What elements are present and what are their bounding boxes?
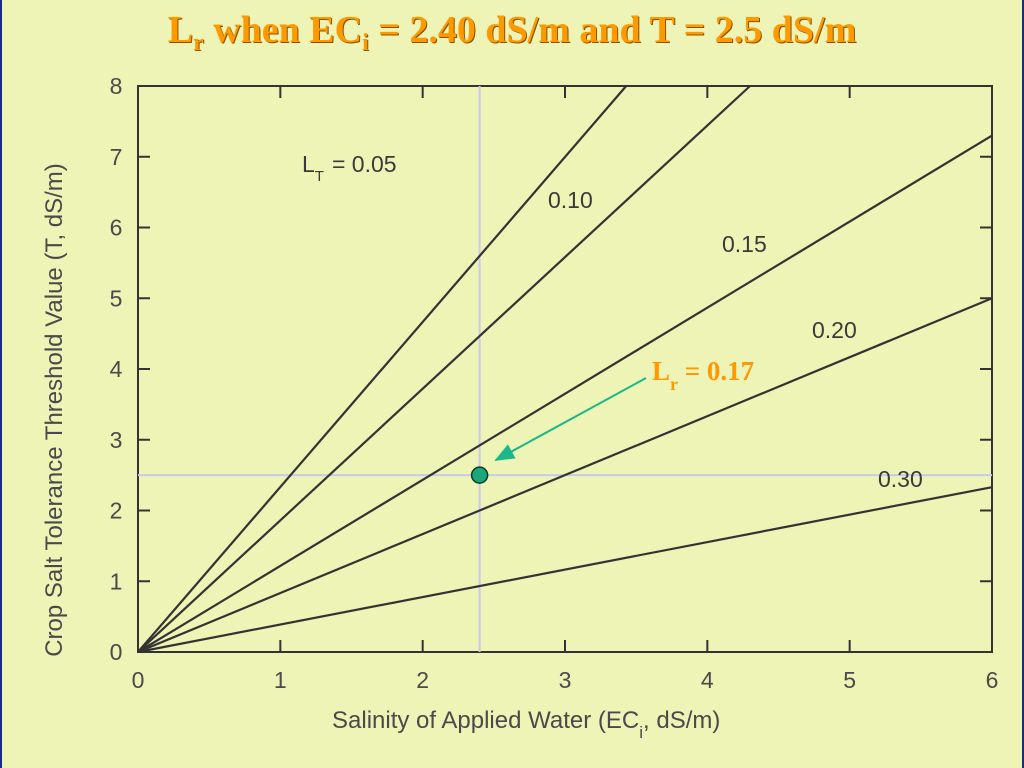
x-tick-label: 4 [701,667,714,693]
x-tick-label: 5 [843,667,856,693]
y-tick-label: 1 [110,568,123,594]
line-label-020: 0.20 [812,317,857,343]
operating-point [470,466,489,484]
y-axis-label: Crop Salt Tolerance Threshold Value (T, … [41,163,68,657]
y-tick-label: 4 [110,356,123,382]
annotation-label: Lr = 0.17 [652,356,754,394]
y-tick-label: 3 [110,427,123,453]
leaching-line-030 [137,486,993,654]
line-label-005: LT = 0.05 [302,151,397,185]
y-tick-label: 5 [110,285,123,311]
y-tick-label: 2 [110,498,123,524]
slide-title: Lr when ECi = 2.40 dS/m and T = 2.5 dS/m [167,9,857,56]
x-tick-label: 6 [986,667,999,693]
line-label-030: 0.30 [878,466,923,492]
leaching-line-005 [137,85,628,653]
line-label-015: 0.15 [722,231,767,257]
plot-frame [137,85,993,653]
y-tick-label: 8 [110,73,123,99]
leaching-line-010 [137,85,751,653]
y-tick-label: 6 [110,215,123,241]
x-tick-label: 3 [559,667,572,693]
x-axis-label: Salinity of Applied Water (ECi, dS/m) [332,707,720,742]
x-tick-label: 2 [416,667,429,693]
x-tick-label: 1 [274,667,287,693]
leaching-line-020 [137,297,993,654]
leaching-line-015 [137,134,993,653]
annotation-arrow [494,377,647,461]
x-tick-label: 0 [132,667,145,693]
y-tick-label: 0 [110,639,123,665]
y-tick-label: 7 [110,144,123,170]
line-label-010: 0.10 [548,187,593,213]
